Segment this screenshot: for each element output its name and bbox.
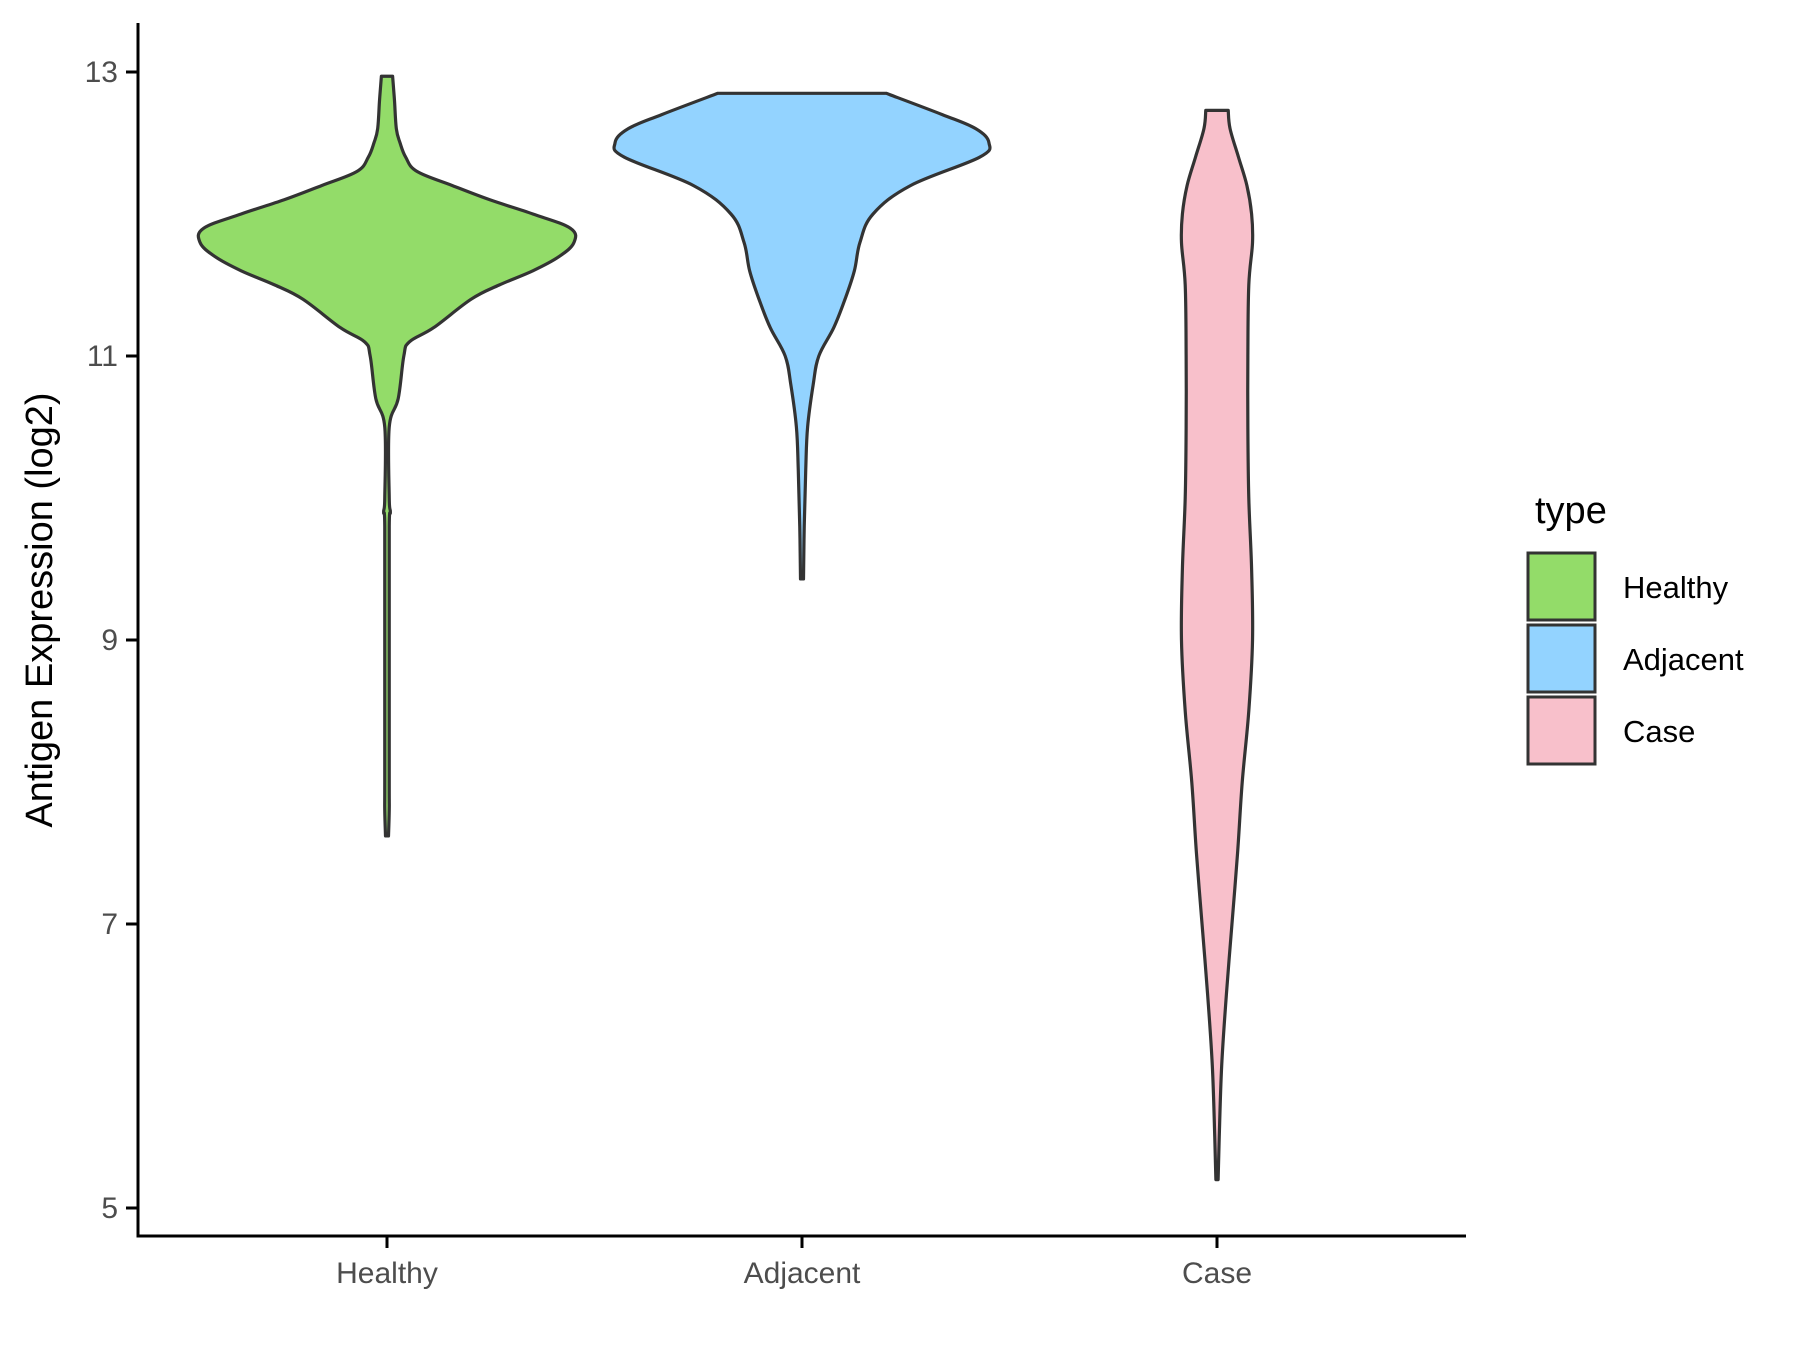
- y-axis-ticks: 5 7 9 11 13: [85, 56, 138, 1225]
- violin-adjacent: [612, 91, 992, 581]
- y-tick-label: 5: [101, 1192, 118, 1225]
- violin-healthy: [196, 74, 578, 838]
- legend-label-healthy: Healthy: [1623, 570, 1729, 605]
- legend-label-case: Case: [1623, 714, 1695, 749]
- violin-case: [1179, 108, 1255, 1182]
- legend-swatch-case: [1526, 695, 1597, 766]
- legend-swatch-adjacent: [1526, 623, 1597, 694]
- legend-swatch-healthy: [1526, 551, 1597, 622]
- legend-label-adjacent: Adjacent: [1623, 642, 1744, 677]
- legend-items: Healthy Adjacent Case: [1526, 551, 1744, 766]
- x-tick-label: Adjacent: [744, 1257, 861, 1290]
- y-tick-label: 9: [101, 624, 118, 657]
- x-tick-label: Case: [1182, 1257, 1252, 1290]
- legend: type Healthy Adjacent Case: [1526, 490, 1744, 766]
- y-tick-label: 11: [87, 340, 118, 373]
- violin-layer: [196, 74, 1255, 1182]
- x-tick-label: Healthy: [336, 1257, 438, 1290]
- legend-title: type: [1535, 490, 1607, 532]
- y-tick-label: 7: [101, 908, 118, 941]
- y-tick-label: 13: [85, 56, 118, 89]
- y-axis-title: Antigen Expression (log2): [19, 392, 61, 827]
- x-axis-ticks: Healthy Adjacent Case: [336, 1236, 1252, 1290]
